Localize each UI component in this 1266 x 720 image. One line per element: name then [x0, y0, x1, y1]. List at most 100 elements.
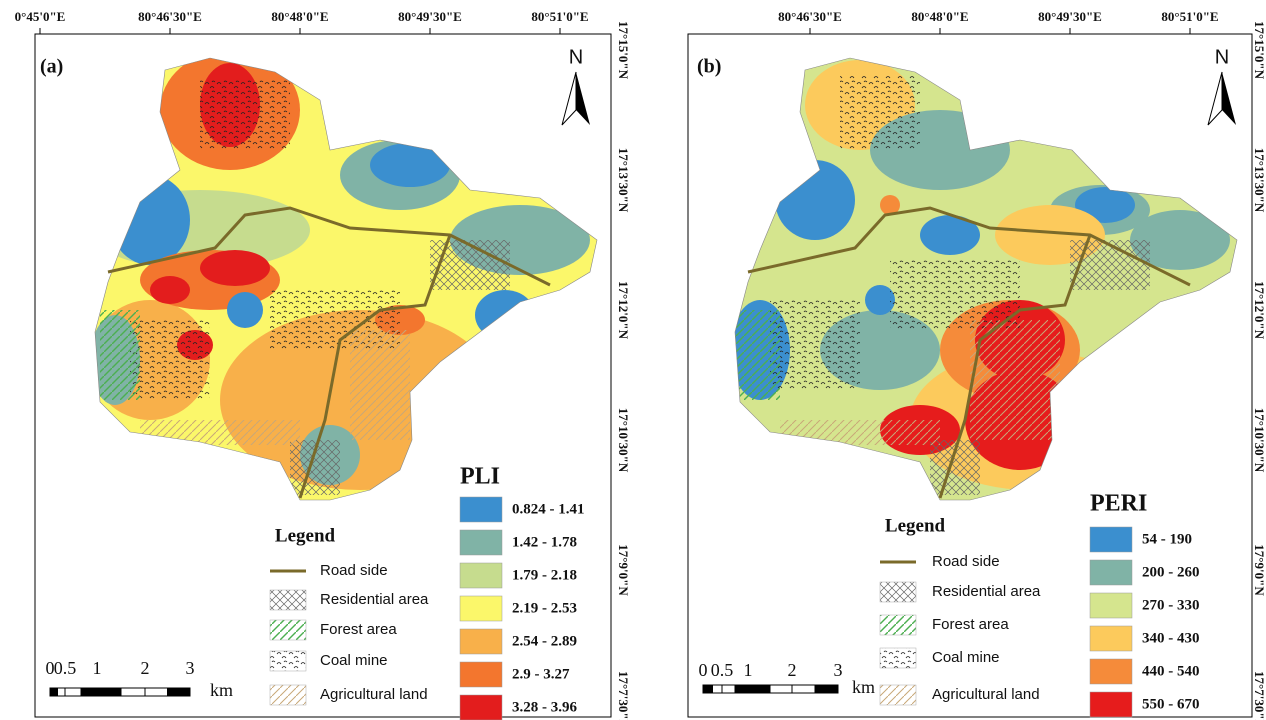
legend-symbol	[270, 590, 306, 610]
class-swatch	[460, 497, 502, 522]
zone	[110, 175, 190, 265]
scale-segment	[792, 685, 815, 693]
scale-segment	[770, 685, 792, 693]
agricultural	[350, 330, 410, 440]
class-label: 1.79 - 2.18	[512, 567, 577, 583]
latitude-label: 17°10'30"N	[616, 408, 631, 473]
legend-item: Forest area	[932, 616, 1009, 633]
scale-segment	[81, 688, 97, 696]
north-label: N	[569, 46, 583, 68]
scale-segment	[97, 688, 121, 696]
latitude-label: 17°9'0"N	[616, 544, 631, 596]
longitude-label: 0°45'0"E	[15, 9, 66, 24]
legend-item: Agricultural land	[932, 686, 1040, 703]
class-label: 2.54 - 2.89	[512, 633, 577, 649]
coal-mine	[200, 80, 290, 150]
scale-segment	[121, 688, 145, 696]
scale-segment	[713, 685, 723, 693]
scale-segment	[58, 688, 66, 696]
class-swatch	[460, 629, 502, 654]
index-title: PLI	[460, 464, 500, 490]
coal-mine	[890, 260, 1020, 330]
zone	[227, 292, 263, 328]
scale-label: 2	[141, 658, 150, 678]
scale-label: 3	[834, 660, 843, 680]
legend-item: Road side	[932, 553, 1000, 570]
scale-label: 0.5	[54, 658, 77, 678]
scale-segment	[748, 685, 770, 693]
scale-segment	[815, 685, 838, 693]
map-b	[730, 50, 1250, 510]
class-label: 200 - 260	[1142, 564, 1200, 580]
legend-title: Legend	[275, 525, 336, 546]
scale-label: 2	[788, 660, 797, 680]
scale-segment	[65, 688, 81, 696]
legend-item: Residential area	[932, 583, 1041, 600]
class-label: 440 - 540	[1142, 663, 1200, 679]
residential	[1070, 240, 1150, 290]
scale-label: 0	[699, 660, 708, 680]
north-arrow	[562, 72, 576, 125]
scale-segment	[703, 685, 713, 693]
legend-item: Forest area	[320, 621, 397, 638]
longitude-label: 80°48'0"E	[911, 9, 968, 24]
legend-item: Agricultural land	[320, 686, 428, 703]
latitude-label: 17°12'0"N	[1252, 281, 1266, 340]
scale-label: 0.5	[711, 660, 734, 680]
class-label: 0.824 - 1.41	[512, 501, 585, 517]
latitude-label: 17°13'30"N	[616, 148, 631, 213]
legend-symbol	[880, 648, 916, 668]
class-label: 2.9 - 3.27	[512, 666, 570, 682]
latitude-label: 17°15'0"N	[616, 21, 631, 80]
residential	[430, 240, 510, 290]
class-swatch	[460, 563, 502, 588]
class-swatch	[1090, 692, 1132, 717]
longitude-label: 80°49'30"E	[398, 9, 462, 24]
figure: (a)0°45'0"E80°46'30"E80°48'0"E80°49'30"E…	[0, 0, 1266, 720]
class-swatch	[1090, 593, 1132, 618]
class-label: 340 - 430	[1142, 630, 1200, 646]
class-swatch	[460, 662, 502, 687]
class-label: 550 - 670	[1142, 696, 1200, 712]
latitude-label: 17°12'0"N	[616, 281, 631, 340]
north-arrow	[1222, 72, 1236, 125]
class-label: 2.19 - 2.53	[512, 600, 577, 616]
class-label: 1.42 - 1.78	[512, 534, 577, 550]
longitude-label: 80°46'30"E	[138, 9, 202, 24]
legend-symbol	[270, 651, 306, 671]
latitude-label: 17°7'30"N	[616, 671, 631, 720]
class-swatch	[460, 596, 502, 621]
scale-label: 3	[186, 658, 195, 678]
class-swatch	[1090, 527, 1132, 552]
zone	[370, 143, 450, 187]
class-swatch	[460, 530, 502, 555]
longitude-label: 80°51'0"E	[1161, 9, 1218, 24]
latitude-label: 17°13'30"N	[1252, 148, 1266, 213]
legend-item: Residential area	[320, 591, 429, 608]
scale-label: 1	[93, 658, 102, 678]
latitude-label: 17°15'0"N	[1252, 21, 1266, 80]
scale-segment	[168, 688, 191, 696]
latitude-label: 17°10'30"N	[1252, 408, 1266, 473]
class-label: 3.28 - 3.96	[512, 699, 577, 715]
north-arrow	[576, 72, 590, 125]
forest	[735, 310, 780, 400]
index-title: PERI	[1090, 491, 1147, 517]
legend-symbol	[880, 582, 916, 602]
scale-label: 1	[744, 660, 753, 680]
scale-unit: km	[210, 680, 233, 700]
scale-segment	[735, 685, 748, 693]
north-arrow	[1208, 72, 1222, 125]
class-swatch	[460, 695, 502, 720]
legend-item: Coal mine	[932, 649, 1000, 666]
legend-item: Road side	[320, 562, 388, 579]
class-swatch	[1090, 626, 1132, 651]
forest	[100, 310, 140, 400]
zone	[475, 290, 535, 340]
coal-mine	[840, 75, 920, 150]
class-label: 270 - 330	[1142, 597, 1200, 613]
class-label: 54 - 190	[1142, 531, 1192, 547]
scale-segment	[145, 688, 168, 696]
north-label: N	[1215, 46, 1229, 68]
panel-label: (b)	[697, 56, 721, 78]
